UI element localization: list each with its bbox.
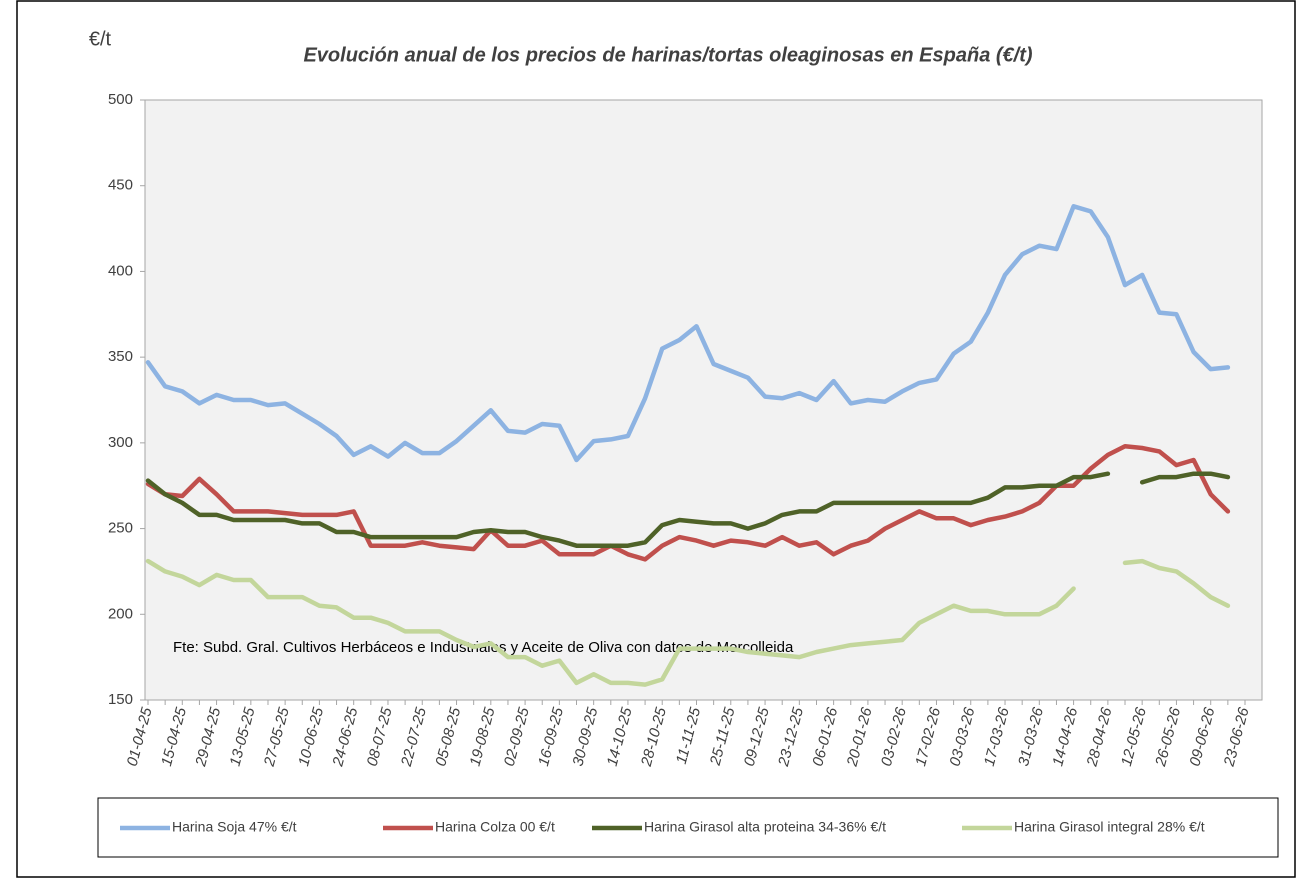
annotation: Fte: Subd. Gral. Cultivos Herbáceos e In… [173,639,794,656]
legend-label: Harina Colza 00 €/t [435,819,555,835]
y-tick-label: 500 [108,91,133,108]
legend-label: Harina Soja 47% €/t [172,819,297,835]
y-tick-label: 300 [108,434,133,451]
series-line [145,471,1231,548]
y-tick-label: 450 [108,177,133,194]
y-tick-label: 200 [108,605,133,622]
legend [97,797,1279,858]
chart-title: Evolución anual de los precios de harina… [303,44,1032,66]
legend-label: Harina Girasol alta proteina 34-36% €/t [644,819,886,835]
series-line [145,204,1231,463]
y-tick-label: 400 [108,262,133,279]
y-tick-label: 250 [108,520,133,537]
y-axis-label: €/t [89,28,112,50]
legend-label: Harina Girasol integral 28% €/t [1014,819,1205,835]
series-line [145,558,1231,687]
plot-area [144,99,1263,701]
y-tick-label: 350 [108,348,133,365]
series-line [145,444,1231,562]
y-tick-label: 150 [108,691,133,708]
